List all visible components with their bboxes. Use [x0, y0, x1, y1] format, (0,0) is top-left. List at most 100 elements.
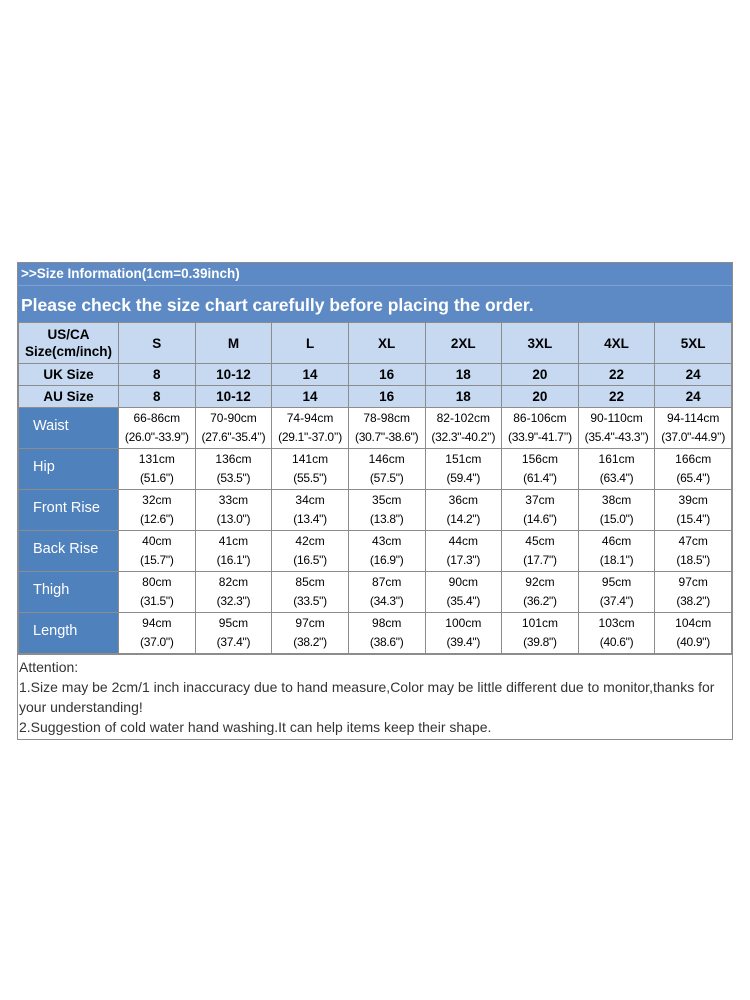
measurement-cell: 94-114cm (37.0"-44.9’’): [654, 407, 732, 449]
measurement-cm: 146cm: [368, 452, 405, 466]
measurement-inch: (14.6"): [523, 512, 557, 526]
measurement-cm: 92cm: [525, 575, 555, 589]
measurement-cm: 94cm: [142, 616, 172, 630]
measurement-cell: 45cm (17.7"): [501, 530, 579, 572]
measurement-inch: (15.0"): [599, 512, 634, 526]
measurement-inch: (63.4"): [599, 471, 634, 485]
measurement-cm: 97cm: [295, 616, 325, 630]
measurement-cell: 70-90cm (27.6"-35.4’’): [194, 407, 273, 449]
uk-size-cell: 16: [347, 363, 426, 386]
measurement-inch: (17.3"): [446, 553, 481, 567]
size-info-banner: >>Size Information(1cm=0.39inch): [18, 263, 732, 285]
measurement-cm: 103cm: [598, 616, 635, 630]
measurement-inch: (16.5"): [293, 553, 327, 567]
au-size-cell: 24: [654, 385, 732, 408]
measurement-cm: 151cm: [445, 452, 482, 466]
measurement-cm: 131cm: [138, 452, 175, 466]
measurement-inch: (51.6"): [140, 471, 174, 485]
measurement-inch: (13.4"): [293, 512, 327, 526]
measurement-inch: (35.4"): [446, 594, 481, 608]
measurement-inch: (38.6"): [369, 635, 404, 649]
size-cell: S: [118, 322, 196, 364]
measurement-cm: 74-94cm: [286, 411, 334, 425]
measurement-cell: 90cm (35.4"): [424, 571, 503, 613]
au-size-row: AU Size 8 10-12 14 16 18 20 22 24: [18, 385, 732, 408]
measurement-inch: (37.4"): [216, 635, 251, 649]
order-notice-banner: Please check the size chart carefully be…: [18, 285, 732, 322]
attention-line-2: 2.Suggestion of cold water hand washing.…: [19, 719, 492, 735]
us-ca-size-label: US/CA Size(cm/inch): [18, 322, 119, 364]
us-ca-size-row: US/CA Size(cm/inch) S M L XL 2XL 3XL 4XL 5XL: [18, 322, 732, 364]
measurement-cm: 39cm: [678, 493, 708, 507]
measurement-cm: 90cm: [448, 575, 478, 589]
measurement-cell: 95cm (37.4"): [194, 612, 273, 654]
measurement-cell: 90-110cm (35.4"-43.3’’): [577, 407, 656, 449]
measurement-cell: 37cm (14.6"): [501, 489, 579, 531]
measurement-inch: (31.5"): [140, 594, 174, 608]
uk-size-cell: 14: [271, 363, 349, 386]
measurement-cell: 44cm (17.3"): [424, 530, 503, 572]
measurement-cell: 43cm (16.9"): [347, 530, 426, 572]
measurement-inch: (12.6"): [140, 512, 174, 526]
measurement-inch: (29.1"-37.0’’): [278, 430, 342, 444]
measurement-cm: 82-102cm: [436, 411, 490, 425]
measurement-cm: 78-98cm: [363, 411, 411, 425]
measurement-cm: 70-90cm: [210, 411, 257, 425]
measurement-inch: (32.3"): [216, 594, 251, 608]
measurement-cell: 38cm (15.0"): [577, 489, 656, 531]
measurement-cm: 95cm: [218, 616, 249, 630]
measurement-cell: 98cm (38.6"): [347, 612, 426, 654]
measurement-cm: 42cm: [295, 534, 325, 548]
measurement-inch: (36.2"): [523, 594, 557, 608]
measurement-cm: 98cm: [372, 616, 402, 630]
measurement-cell: 74-94cm (29.1"-37.0’’): [271, 407, 349, 449]
uk-size-row: UK Size 8 10-12 14 16 18 20 22 24: [18, 363, 732, 386]
measurement-cell: 161cm (63.4"): [577, 448, 656, 490]
measurement-cell: 101cm (39.8"): [501, 612, 579, 654]
measurement-cell: 95cm (37.4"): [577, 571, 656, 613]
measurement-inch: (14.2"): [446, 512, 481, 526]
size-cell: 4XL: [577, 322, 656, 364]
measurement-inch: (32.3"-40.2’’): [431, 430, 496, 444]
measurement-inch: (13.0"): [216, 512, 251, 526]
measurement-cm: 40cm: [142, 534, 172, 548]
measurement-cm: 161cm: [598, 452, 635, 466]
size-table: US/CA Size(cm/inch) S M L XL 2XL 3XL 4XL 5XL UK…: [18, 322, 732, 654]
uk-size-cell: 18: [424, 363, 503, 386]
measurement-cm: 136cm: [215, 452, 252, 466]
size-cell: L: [271, 322, 349, 364]
measurement-cm: 37cm: [525, 493, 555, 507]
measurement-row: Front Rise 32cm (12.6") 33cm (13.0") 34cm (13.…: [18, 489, 732, 531]
measurement-inch: (37.0"-44.9’’): [661, 430, 726, 444]
au-size-cell: 22: [577, 385, 656, 408]
measurement-inch: (59.4"): [446, 471, 481, 485]
measurement-inch: (18.1"): [599, 553, 634, 567]
measurement-cm: 101cm: [521, 616, 558, 630]
measurement-label: Front Rise: [18, 489, 119, 531]
size-cell: 3XL: [501, 322, 579, 364]
measurement-inch: (13.8"): [369, 512, 404, 526]
measurement-cell: 33cm (13.0"): [194, 489, 273, 531]
attention-notes: Attention: 1.Size may be 2cm/1 inch inac…: [18, 654, 732, 739]
measurement-cm: 86-106cm: [513, 411, 567, 425]
measurement-inch: (39.4"): [446, 635, 481, 649]
measurement-inch: (38.2"): [676, 594, 710, 608]
measurement-cm: 44cm: [448, 534, 478, 548]
measurement-cm: 95cm: [601, 575, 632, 589]
measurement-cell: 86-106cm (33.9"-41.7’’): [501, 407, 579, 449]
measurement-row: Thigh 80cm (31.5") 82cm (32.3") 85cm (33.5") 87…: [18, 571, 732, 613]
measurement-cm: 82cm: [218, 575, 249, 589]
measurement-cell: 39cm (15.4"): [654, 489, 732, 531]
measurement-cell: 35cm (13.8"): [347, 489, 426, 531]
measurement-inch: (61.4"): [523, 471, 557, 485]
measurement-inch: (40.6"): [599, 635, 634, 649]
measurement-cell: 146cm (57.5"): [347, 448, 426, 490]
measurement-inch: (16.9"): [369, 553, 404, 567]
measurement-cm: 43cm: [372, 534, 402, 548]
measurement-cell: 34cm (13.4"): [271, 489, 349, 531]
measurement-cell: 92cm (36.2"): [501, 571, 579, 613]
measurement-cell: 136cm (53.5"): [194, 448, 273, 490]
measurement-inch: (18.5"): [676, 553, 710, 567]
measurement-cell: 82cm (32.3"): [194, 571, 273, 613]
size-cell: 5XL: [654, 322, 732, 364]
